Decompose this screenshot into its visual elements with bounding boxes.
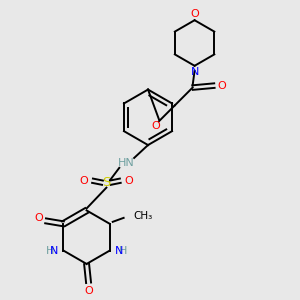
Text: O: O <box>34 213 43 223</box>
Text: CH₃: CH₃ <box>134 211 153 221</box>
Text: H: H <box>118 246 127 256</box>
Text: S: S <box>102 176 111 189</box>
Text: O: O <box>84 286 93 296</box>
Text: N: N <box>190 67 199 77</box>
Text: H: H <box>46 246 55 256</box>
Text: N: N <box>50 246 58 256</box>
Text: O: O <box>190 9 199 19</box>
Text: HN: HN <box>118 158 135 168</box>
Text: N: N <box>115 246 123 256</box>
Text: O: O <box>125 176 134 186</box>
Text: O: O <box>217 81 226 91</box>
Text: O: O <box>152 121 160 131</box>
Text: O: O <box>79 176 88 186</box>
